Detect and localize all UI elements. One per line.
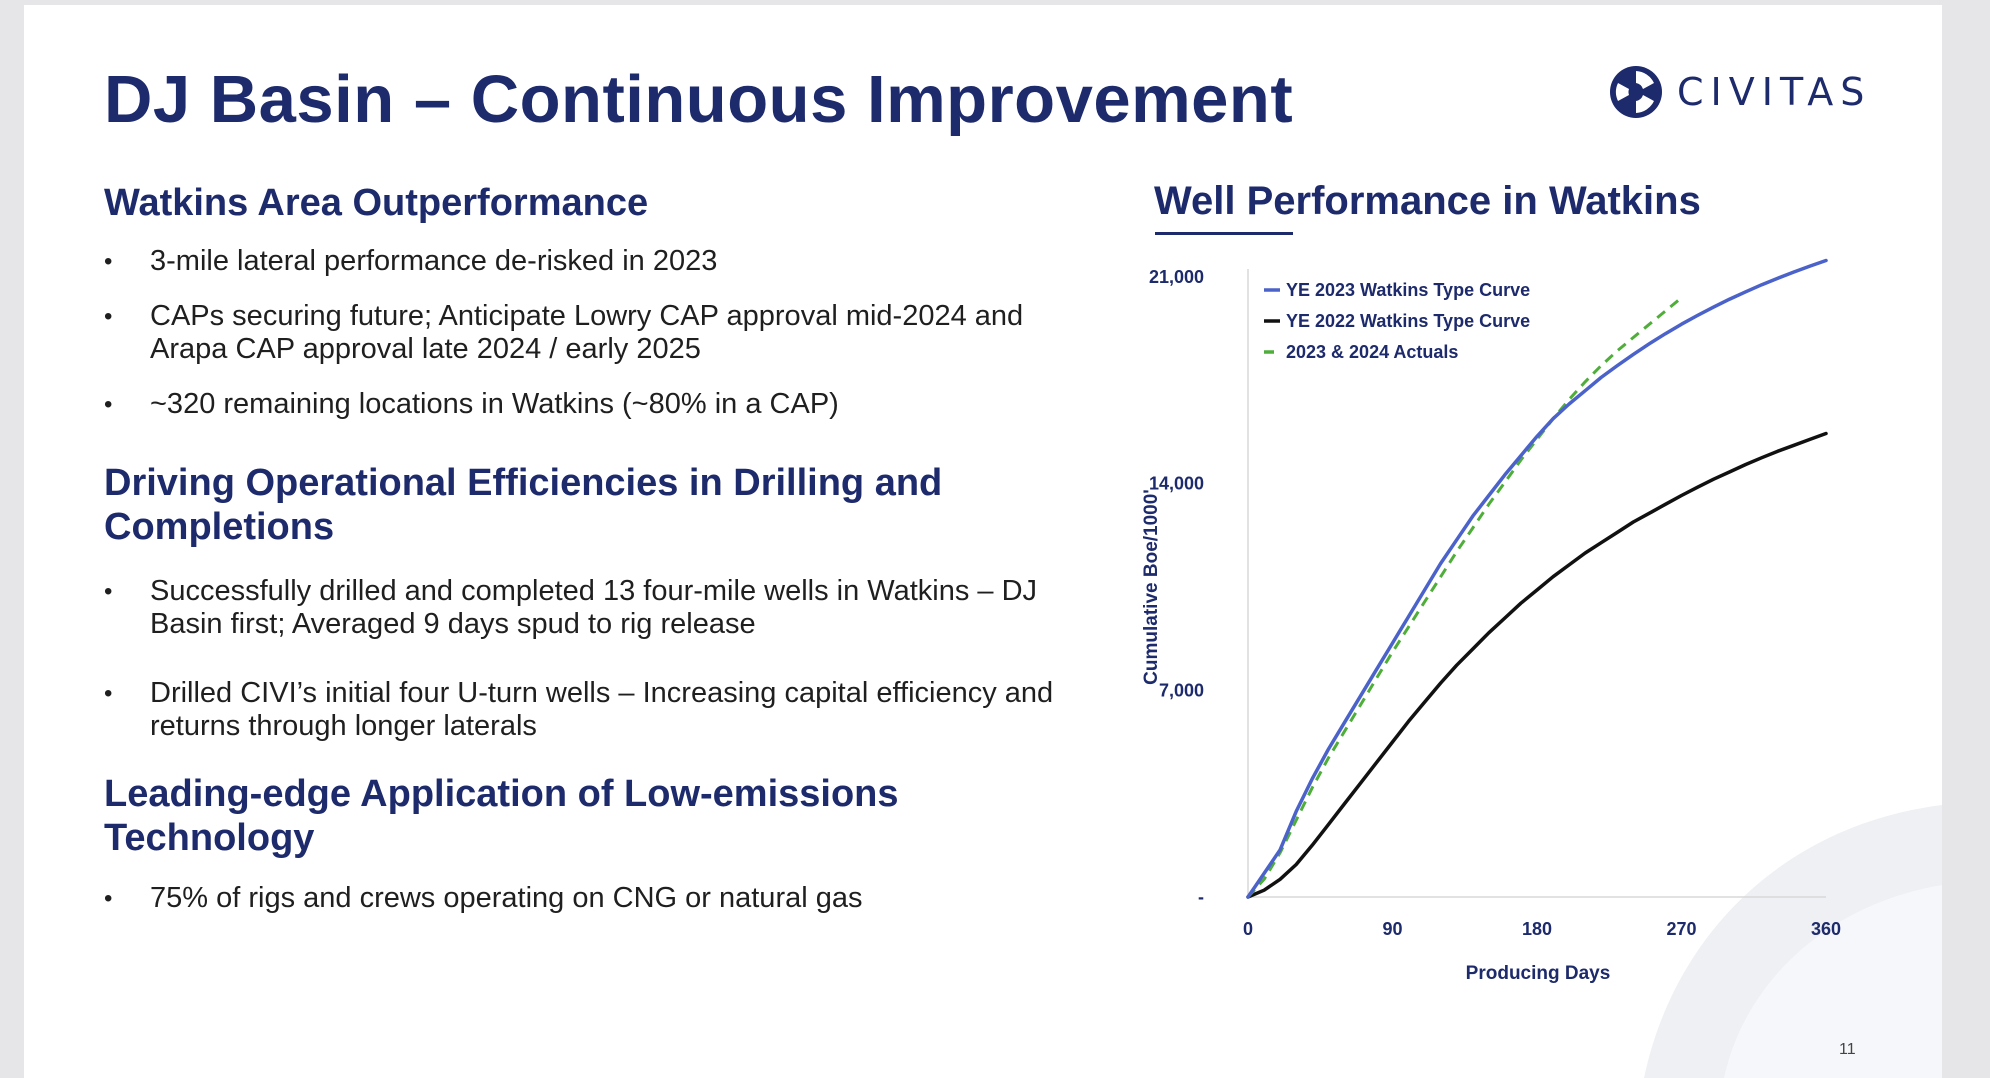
slide: DJ Basin – Continuous Improvement CIVITA… [24,5,1942,1078]
civitas-logo-icon [1610,66,1662,118]
section-watkins-outperformance: Watkins Area Outperformance 3-mile later… [104,181,1054,421]
logo-wordmark: CIVITAS [1677,70,1872,114]
x-tick-label: 360 [1811,919,1841,939]
series-line-actuals [1246,296,1683,899]
well-performance-chart: - 7,000 14,000 21,000 0 90 180 270 360 Producing … [1141,258,1841,984]
bullet-list: Successfully drilled and completed 13 fo… [104,575,1054,743]
x-tick-label: 90 [1382,919,1402,939]
chart-title-underline [1155,232,1293,235]
legend-label: 2023 & 2024 Actuals [1286,342,1458,362]
x-tick-label: 0 [1243,919,1253,939]
y-axis-label: Cumulative Boe/1000' [1141,489,1162,685]
section-heading: Driving Operational Efficiencies in Dril… [104,462,943,548]
y-tick-label: 21,000 [1149,267,1204,287]
y-tick-label: 14,000 [1149,474,1204,494]
x-tick-label: 180 [1522,919,1552,939]
bullet-item: CAPs securing future; Anticipate Lowry C… [104,300,1054,366]
x-axis-label: Producing Days [1466,963,1611,984]
background-swirl-decoration [1644,805,1942,1078]
section-operational-efficiencies: Driving Operational Efficiencies in Dril… [104,461,1054,743]
y-tick-label: - [1198,887,1204,907]
x-tick-label: 270 [1666,919,1696,939]
legend-label: YE 2022 Watkins Type Curve [1286,311,1530,331]
section-low-emissions: Leading-edge Application of Low-emission… [104,772,1054,915]
series-line-ye-2022 [1246,431,1828,899]
section-heading: Leading-edge Application of Low-emission… [104,773,899,859]
bullet-item: Successfully drilled and completed 13 fo… [104,575,1054,641]
series-line-ye-2023 [1246,258,1828,899]
page-number: 11 [1839,1041,1856,1058]
bullet-list: 3-mile lateral performance de-risked in … [104,245,1054,421]
bullet-item: ~320 remaining locations in Watkins (~80… [104,388,1054,421]
chart-title: Well Performance in Watkins [1154,179,1701,223]
legend-label: YE 2023 Watkins Type Curve [1286,280,1530,300]
y-tick-label: 7,000 [1159,680,1204,700]
bullet-item: Drilled CIVI’s initial four U-turn wells… [104,677,1054,743]
bullet-item: 75% of rigs and crews operating on CNG o… [104,882,1054,915]
section-heading: Watkins Area Outperformance [104,182,649,224]
bullet-list: 75% of rigs and crews operating on CNG o… [104,882,1054,915]
bullet-item: 3-mile lateral performance de-risked in … [104,245,1054,278]
company-logo: CIVITAS [1609,65,1871,119]
page-title: DJ Basin – Continuous Improvement [104,62,1294,137]
